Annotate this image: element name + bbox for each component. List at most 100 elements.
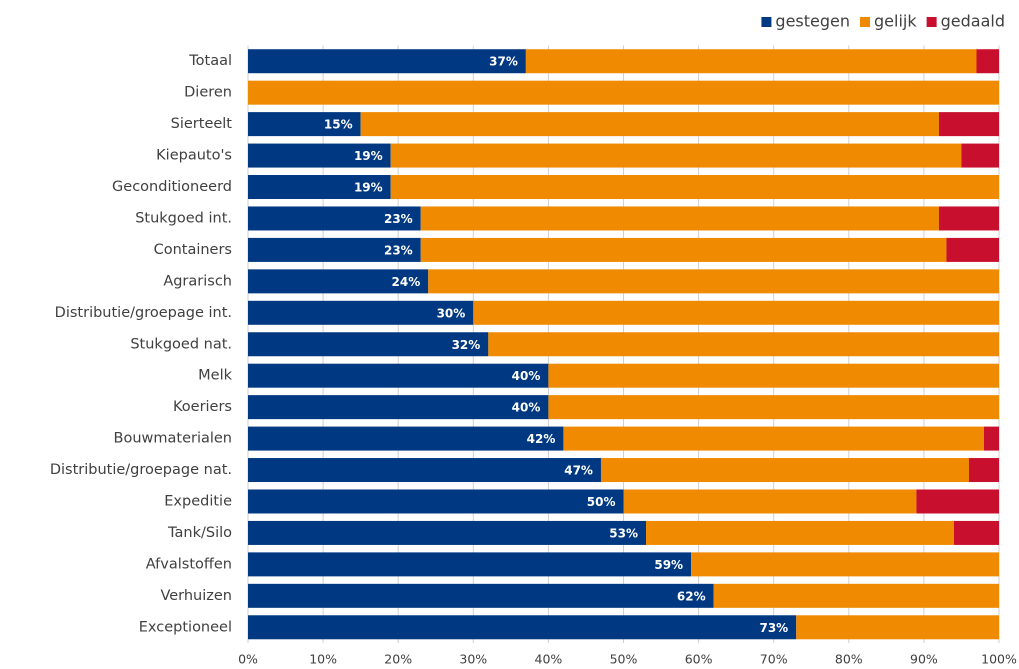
data-label: 32% — [452, 338, 481, 352]
data-label: 19% — [354, 181, 383, 195]
bar-segment — [623, 489, 917, 514]
legend-swatch — [761, 17, 772, 27]
bar-segment — [248, 583, 714, 608]
data-label: 40% — [512, 401, 541, 415]
y-tick-label: Containers — [154, 242, 232, 258]
data-label: 62% — [677, 589, 706, 603]
bar-segment — [983, 426, 999, 451]
bar-segment — [968, 458, 999, 483]
bar-segment — [248, 112, 361, 137]
legend-label: gedaald — [941, 12, 1005, 31]
y-tick-label: Bouwmaterialen — [114, 431, 233, 447]
y-tick-label: Sierteelt — [171, 116, 233, 132]
bar-segment — [248, 520, 647, 545]
y-tick-label: Melk — [198, 368, 232, 384]
bar-segment — [248, 300, 474, 325]
bar-segment — [248, 395, 549, 420]
bar-segment — [563, 426, 984, 451]
bar-segment — [646, 520, 954, 545]
bar-segment — [961, 143, 999, 168]
bar-segment — [916, 489, 999, 514]
data-label: 30% — [437, 306, 466, 320]
y-tick-label: Tank/Silo — [167, 525, 232, 541]
data-label: 50% — [587, 495, 616, 509]
data-label: 59% — [654, 558, 683, 572]
y-tick-label: Dieren — [184, 85, 232, 101]
legend-swatch — [860, 17, 871, 27]
bar-segment — [548, 363, 999, 388]
bar-segment — [248, 143, 391, 168]
bar-segment — [248, 237, 421, 262]
y-tick-label: Agrarisch — [163, 273, 232, 289]
legend-label: gestegen — [775, 12, 850, 31]
x-tick-label: 20% — [384, 652, 412, 667]
bar-segment — [248, 426, 564, 451]
bar-segment — [946, 237, 999, 262]
bar-segment — [420, 206, 939, 231]
data-label: 23% — [384, 212, 413, 226]
data-label: 24% — [392, 275, 421, 289]
x-tick-label: 70% — [760, 652, 788, 667]
bar-segment — [488, 332, 999, 357]
data-label: 37% — [489, 55, 518, 69]
data-label: 23% — [384, 243, 413, 257]
bar-segment — [248, 363, 549, 388]
y-tick-label: Expeditie — [164, 493, 232, 509]
y-tick-label: Geconditioneerd — [112, 179, 232, 195]
y-tick-label: Exceptioneel — [139, 619, 232, 635]
bar-segment — [713, 583, 999, 608]
data-label: 42% — [527, 432, 556, 446]
bar-segment — [600, 458, 969, 483]
x-tick-label: 10% — [309, 652, 337, 667]
bar-segment — [248, 489, 624, 514]
data-label: 53% — [609, 526, 638, 540]
bar-segment — [360, 112, 939, 137]
bar-segment — [248, 206, 421, 231]
bar-segment — [548, 395, 999, 420]
y-tick-label: Totaal — [188, 53, 232, 69]
x-tick-label: 30% — [459, 652, 487, 667]
bar-segment — [691, 552, 999, 577]
data-label: 19% — [354, 149, 383, 163]
x-tick-label: 100% — [981, 652, 1017, 667]
data-label: 40% — [512, 369, 541, 383]
bar-segment — [248, 552, 692, 577]
bar-segment — [248, 80, 999, 105]
bar-segment — [953, 520, 999, 545]
bar-segment — [248, 175, 391, 200]
x-tick-label: 40% — [535, 652, 563, 667]
y-tick-label: Stukgoed nat. — [130, 336, 232, 352]
y-tick-label: Distributie/groepage int. — [55, 305, 232, 321]
x-tick-label: 90% — [910, 652, 938, 667]
data-label: 73% — [759, 621, 788, 635]
bar-segment — [390, 143, 962, 168]
legend-swatch — [926, 17, 937, 27]
bar-segment — [248, 269, 429, 294]
data-label: 47% — [564, 464, 593, 478]
legend-label: gelijk — [874, 12, 917, 31]
y-tick-label: Stukgoed int. — [135, 210, 232, 226]
bar-segment — [420, 237, 947, 262]
x-tick-label: 60% — [685, 652, 713, 667]
bar-segment — [525, 49, 977, 74]
bar-segment — [248, 332, 489, 357]
y-tick-label: Afvalstoffen — [146, 556, 232, 572]
data-label: 15% — [324, 118, 353, 132]
bar-segment — [390, 175, 999, 200]
bar-segment — [473, 300, 999, 325]
bar-segment — [938, 206, 999, 231]
bar-segment — [248, 458, 601, 483]
y-tick-label: Verhuizen — [160, 588, 232, 604]
y-tick-label: Koeriers — [173, 399, 232, 415]
bar-segment — [248, 615, 797, 640]
bar-segment — [248, 49, 526, 74]
y-tick-label: Distributie/groepage nat. — [50, 462, 232, 478]
bar-segment — [938, 112, 999, 137]
bar-segment — [976, 49, 999, 74]
y-tick-label: Kiepauto's — [156, 148, 232, 164]
bar-segment — [796, 615, 999, 640]
x-tick-label: 80% — [835, 652, 863, 667]
x-tick-label: 0% — [238, 652, 258, 667]
bar-segment — [428, 269, 999, 294]
